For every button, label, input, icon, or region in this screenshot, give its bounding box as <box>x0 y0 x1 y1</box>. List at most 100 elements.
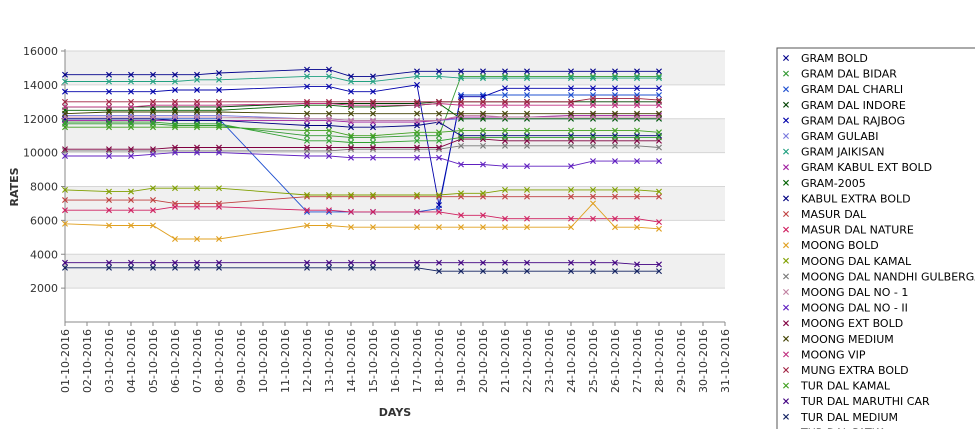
data-point <box>194 236 200 242</box>
data-point <box>128 103 134 110</box>
legend-marker <box>783 195 789 202</box>
data-point <box>106 264 112 271</box>
data-point <box>370 139 376 146</box>
data-point <box>656 188 662 195</box>
data-point <box>370 259 376 266</box>
data-point <box>106 222 112 229</box>
series-line <box>65 103 659 120</box>
data-point <box>458 161 464 168</box>
legend-item-label: GRAM KABUL EXT BOLD <box>801 161 932 174</box>
data-point <box>480 98 486 105</box>
data-point <box>590 68 596 75</box>
data-point <box>612 186 618 193</box>
data-point <box>326 264 332 271</box>
data-point <box>568 85 574 92</box>
data-point <box>150 185 156 192</box>
data-point <box>304 191 310 198</box>
data-point <box>524 186 530 193</box>
data-point <box>458 142 464 149</box>
data-point <box>436 117 442 124</box>
data-point <box>194 259 200 266</box>
data-point <box>590 134 596 141</box>
data-point <box>62 98 68 105</box>
x-tick-label: 31-10-2016 <box>719 329 732 393</box>
data-point <box>62 259 68 266</box>
y-tick-label: 16000 <box>23 45 58 58</box>
data-point <box>172 259 178 266</box>
data-point <box>458 127 464 134</box>
data-point <box>150 98 156 105</box>
data-point <box>458 190 464 197</box>
data-point <box>370 154 376 161</box>
data-point <box>590 193 596 200</box>
data-point <box>414 122 420 129</box>
data-point <box>634 110 640 117</box>
data-point <box>172 71 178 78</box>
data-point <box>612 102 618 109</box>
data-point <box>62 71 68 78</box>
data-point <box>634 215 640 222</box>
data-point <box>172 120 178 127</box>
data-point <box>568 259 574 266</box>
data-point <box>128 153 134 160</box>
legend-item-label: GRAM DAL RAJBOG <box>801 114 905 127</box>
data-point <box>634 268 640 275</box>
data-point <box>106 114 112 121</box>
data-point <box>62 207 68 214</box>
data-point <box>458 93 464 100</box>
data-point <box>502 268 508 275</box>
data-point <box>150 108 156 115</box>
data-point <box>326 259 332 266</box>
data-point <box>304 115 310 122</box>
data-point <box>216 264 222 271</box>
data-point <box>370 124 376 131</box>
data-point <box>568 92 574 99</box>
data-point <box>62 197 68 204</box>
data-point <box>304 110 310 117</box>
data-point <box>348 154 354 161</box>
series-gram-dal-rajbog <box>62 81 662 209</box>
data-point <box>304 153 310 160</box>
data-point <box>414 110 420 117</box>
data-point <box>480 93 486 100</box>
x-tick-label: 20-10-2016 <box>477 329 490 393</box>
x-tick-label: 13-10-2016 <box>323 329 336 393</box>
legend-item-label: TUR DAL PATKA <box>800 426 887 429</box>
data-point <box>150 259 156 266</box>
legend-marker <box>783 211 789 217</box>
x-tick-label: 16-10-2016 <box>389 329 402 393</box>
legend-marker <box>783 148 789 155</box>
data-point <box>656 261 662 268</box>
x-tick-label: 08-10-2016 <box>213 329 226 393</box>
data-point <box>150 88 156 95</box>
series-line <box>64 111 659 115</box>
data-point <box>568 215 574 222</box>
data-point <box>590 110 596 117</box>
data-point <box>524 193 530 200</box>
data-point <box>128 188 134 195</box>
data-point <box>62 78 68 85</box>
data-point <box>128 222 134 229</box>
data-point <box>480 127 486 134</box>
series-line <box>65 69 659 77</box>
data-point <box>216 144 222 151</box>
data-point <box>326 110 332 117</box>
data-point <box>634 85 640 92</box>
data-point <box>128 98 134 105</box>
data-point <box>590 186 596 193</box>
y-tick-label: 2000 <box>30 282 58 295</box>
data-point <box>326 98 332 105</box>
data-point <box>348 132 354 139</box>
data-point <box>326 83 332 90</box>
data-point <box>304 66 310 73</box>
legend-marker <box>783 413 789 420</box>
data-point <box>458 98 464 105</box>
legend-marker <box>783 351 789 358</box>
data-point <box>458 68 464 75</box>
data-point <box>370 98 376 105</box>
data-point <box>568 68 574 75</box>
data-point <box>502 224 508 231</box>
y-tick-label: 8000 <box>30 181 58 194</box>
data-point <box>656 158 662 165</box>
data-point <box>348 88 354 95</box>
